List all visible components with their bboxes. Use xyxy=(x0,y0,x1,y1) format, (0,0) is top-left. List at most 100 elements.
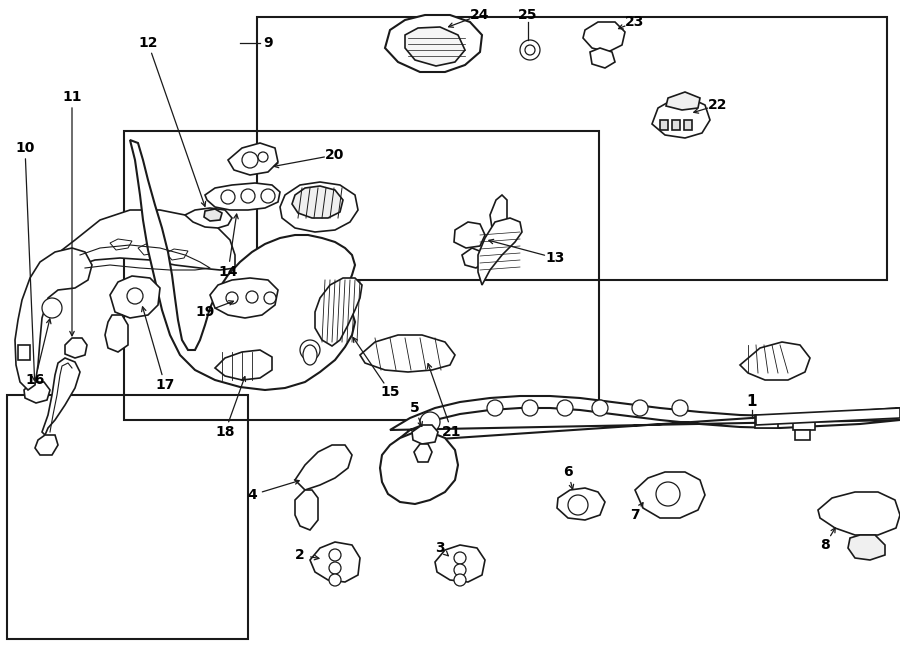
Polygon shape xyxy=(590,48,615,68)
Polygon shape xyxy=(210,278,278,318)
Polygon shape xyxy=(756,408,900,425)
Text: 6: 6 xyxy=(563,465,572,479)
Polygon shape xyxy=(848,535,885,560)
Text: 23: 23 xyxy=(626,15,644,29)
Text: 1: 1 xyxy=(747,395,757,410)
Polygon shape xyxy=(793,420,815,430)
Circle shape xyxy=(522,400,538,416)
Circle shape xyxy=(261,189,275,203)
Polygon shape xyxy=(454,222,485,248)
Circle shape xyxy=(420,412,440,432)
Circle shape xyxy=(329,549,341,561)
Circle shape xyxy=(242,152,258,168)
Circle shape xyxy=(656,482,680,506)
Polygon shape xyxy=(204,209,222,221)
Text: 24: 24 xyxy=(470,8,490,22)
Polygon shape xyxy=(405,27,465,66)
Text: 2: 2 xyxy=(295,548,305,562)
Circle shape xyxy=(568,495,588,515)
Polygon shape xyxy=(583,22,625,52)
Circle shape xyxy=(454,574,466,586)
Polygon shape xyxy=(557,488,605,520)
Polygon shape xyxy=(24,382,50,403)
Polygon shape xyxy=(435,545,485,582)
Polygon shape xyxy=(65,338,87,358)
Polygon shape xyxy=(390,396,900,442)
Polygon shape xyxy=(215,350,272,380)
Polygon shape xyxy=(740,342,810,380)
Circle shape xyxy=(127,288,143,304)
Polygon shape xyxy=(412,425,438,444)
Circle shape xyxy=(672,400,688,416)
Bar xyxy=(124,131,599,420)
Polygon shape xyxy=(380,432,458,504)
Text: 12: 12 xyxy=(139,36,158,50)
Polygon shape xyxy=(755,415,778,428)
Polygon shape xyxy=(414,444,432,462)
Polygon shape xyxy=(295,490,318,530)
Circle shape xyxy=(329,574,341,586)
Polygon shape xyxy=(666,92,700,110)
Polygon shape xyxy=(315,278,362,346)
Polygon shape xyxy=(292,186,343,218)
Text: 14: 14 xyxy=(218,265,238,279)
Polygon shape xyxy=(462,248,484,268)
Polygon shape xyxy=(185,208,232,228)
Bar xyxy=(256,17,886,280)
Polygon shape xyxy=(15,248,92,390)
Circle shape xyxy=(525,45,535,55)
Polygon shape xyxy=(35,435,58,455)
Text: 20: 20 xyxy=(325,148,345,162)
Polygon shape xyxy=(110,276,160,318)
Polygon shape xyxy=(110,239,132,250)
Polygon shape xyxy=(130,140,355,390)
Polygon shape xyxy=(818,492,900,535)
Polygon shape xyxy=(42,358,80,435)
Polygon shape xyxy=(228,143,278,175)
Text: 25: 25 xyxy=(518,8,538,22)
Circle shape xyxy=(557,400,573,416)
Text: 13: 13 xyxy=(545,251,564,265)
Polygon shape xyxy=(490,195,507,235)
Circle shape xyxy=(329,562,341,574)
Circle shape xyxy=(42,298,62,318)
Circle shape xyxy=(241,189,255,203)
Circle shape xyxy=(226,292,238,304)
Circle shape xyxy=(520,40,540,60)
Polygon shape xyxy=(18,345,30,360)
Polygon shape xyxy=(652,98,710,138)
Text: 10: 10 xyxy=(15,141,35,155)
Text: 8: 8 xyxy=(820,538,830,552)
Ellipse shape xyxy=(303,345,317,365)
Bar xyxy=(7,395,248,639)
Text: 15: 15 xyxy=(380,385,400,399)
Text: 3: 3 xyxy=(436,541,445,555)
Polygon shape xyxy=(166,249,188,260)
Circle shape xyxy=(221,190,235,204)
Circle shape xyxy=(592,400,608,416)
Text: 7: 7 xyxy=(630,508,640,522)
Circle shape xyxy=(454,552,466,564)
Circle shape xyxy=(264,292,276,304)
Polygon shape xyxy=(310,542,360,582)
Circle shape xyxy=(454,564,466,576)
Text: 17: 17 xyxy=(156,378,175,392)
Polygon shape xyxy=(385,15,482,72)
Circle shape xyxy=(487,400,503,416)
Polygon shape xyxy=(55,210,235,270)
Circle shape xyxy=(632,400,648,416)
Polygon shape xyxy=(105,315,128,352)
Polygon shape xyxy=(635,472,705,518)
Polygon shape xyxy=(138,244,160,255)
Text: 16: 16 xyxy=(25,373,45,387)
Polygon shape xyxy=(280,182,358,232)
Text: 5: 5 xyxy=(410,401,420,415)
Text: 19: 19 xyxy=(195,305,215,319)
Polygon shape xyxy=(795,430,810,440)
Polygon shape xyxy=(205,183,280,210)
Text: 22: 22 xyxy=(708,98,728,112)
Polygon shape xyxy=(295,445,352,490)
Text: 11: 11 xyxy=(62,90,82,104)
Circle shape xyxy=(258,152,268,162)
Polygon shape xyxy=(684,120,692,130)
